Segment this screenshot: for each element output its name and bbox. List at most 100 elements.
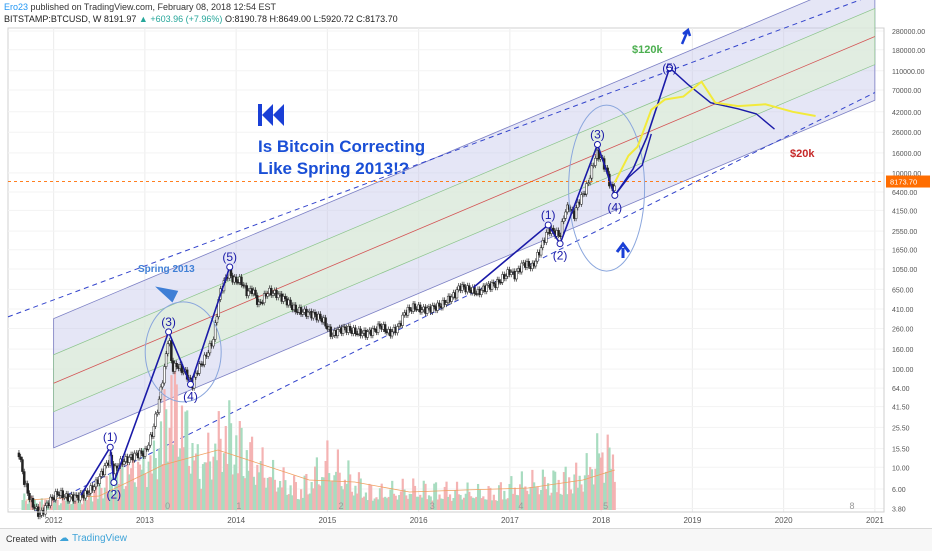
- volume-bar: [112, 494, 115, 510]
- candle-body: [198, 363, 201, 374]
- volume-bar: [210, 479, 213, 510]
- volume-bar: [215, 460, 219, 510]
- candle-body: [212, 339, 215, 347]
- volume-bar: [529, 487, 532, 510]
- volume-bar: [590, 469, 594, 510]
- volume-bar: [566, 494, 569, 510]
- volume-bar: [314, 466, 317, 510]
- tradingview-logo[interactable]: ☁ TradingView: [56, 533, 127, 544]
- volume-bar: [368, 483, 371, 510]
- volume-bar: [520, 471, 523, 510]
- volume-bar: [548, 495, 552, 510]
- wave-point: [106, 443, 114, 451]
- candle-body: [254, 289, 257, 296]
- rewind-icon: [258, 104, 284, 126]
- candle-body: [590, 165, 594, 179]
- candle-body: [301, 311, 305, 315]
- volume-bar: [138, 464, 142, 510]
- volume-bar: [515, 494, 518, 510]
- y-tick-label: 1650.00: [892, 248, 917, 255]
- volume-bar: [100, 487, 103, 510]
- volume-bar: [389, 489, 392, 510]
- candle-body: [86, 490, 89, 495]
- volume-bar: [235, 435, 238, 510]
- wave-label: (4): [607, 200, 622, 214]
- y-tick-label: 2550.00: [892, 229, 917, 236]
- volume-bar: [405, 495, 408, 510]
- y-tick-label: 6400.00: [892, 190, 917, 197]
- volume-bar: [317, 484, 320, 510]
- volume-bar: [145, 487, 149, 510]
- volume-bar: [219, 438, 222, 510]
- volume-bar: [522, 487, 525, 510]
- candle-body: [79, 492, 82, 501]
- candle-body: [208, 343, 212, 354]
- volume-bar: [422, 480, 425, 510]
- volume-bar: [277, 487, 280, 510]
- volume-bar: [161, 464, 164, 510]
- y-tick-label: 100.00: [892, 367, 914, 374]
- volume-bar: [198, 478, 201, 510]
- volume-bar: [382, 497, 385, 510]
- volume-bar: [280, 487, 283, 510]
- volume-bar: [303, 475, 306, 510]
- candle-body: [541, 240, 545, 248]
- candle-body: [348, 326, 352, 331]
- volume-bar: [119, 469, 122, 510]
- volume-bar: [322, 477, 325, 510]
- volume-bar: [415, 496, 418, 510]
- volume-bar: [506, 498, 509, 510]
- volume-bar: [114, 485, 117, 510]
- volume-bar: [599, 457, 602, 510]
- candle-body: [536, 252, 539, 262]
- volume-bar: [137, 461, 140, 510]
- cycle-label: 5: [603, 501, 608, 511]
- volume-bar: [289, 485, 292, 510]
- volume-bar: [126, 463, 129, 510]
- volume-bar: [217, 411, 220, 510]
- volume-bar: [196, 444, 199, 510]
- volume-bar: [391, 480, 394, 510]
- volume-bar: [410, 494, 413, 510]
- last-price-tag-label: 8173.70: [890, 178, 917, 187]
- volume-bar: [58, 505, 61, 510]
- candle-body: [128, 457, 131, 463]
- open-value: O:8190.78: [224, 14, 267, 24]
- volume-bar: [63, 500, 66, 510]
- volume-bar: [74, 499, 77, 510]
- x-tick-label: 2017: [501, 516, 519, 525]
- volume-bar: [177, 456, 180, 510]
- volume-bar: [109, 473, 112, 510]
- volume-bar: [84, 494, 87, 510]
- volume-bar: [331, 480, 334, 510]
- candle-body: [161, 382, 164, 388]
- wave-point: [611, 191, 619, 199]
- wave-label: (4): [183, 389, 198, 403]
- volume-bar: [519, 484, 522, 510]
- volume-bar: [328, 473, 331, 510]
- candle-body: [215, 316, 219, 323]
- volume-bar: [503, 490, 506, 510]
- volume-bar: [56, 500, 59, 510]
- volume-bar: [144, 473, 147, 510]
- volume-bar: [305, 473, 308, 510]
- volume-bar: [476, 483, 480, 510]
- forecast-path-blue: [669, 67, 775, 130]
- candle-body: [203, 354, 206, 365]
- volume-bar: [228, 400, 231, 510]
- volume-bar: [70, 504, 73, 510]
- volume-bar: [214, 443, 217, 510]
- volume-bar: [485, 499, 488, 510]
- volume-bar: [462, 497, 466, 510]
- volume-bar: [510, 476, 513, 510]
- author-name[interactable]: Ero23: [4, 2, 29, 12]
- volume-bar: [142, 448, 145, 510]
- publish-text: published on TradingView.com, February 0…: [30, 2, 277, 12]
- volume-bar: [555, 492, 559, 510]
- candle-body: [361, 333, 364, 337]
- volume-bar: [496, 500, 499, 510]
- candle-body: [206, 352, 210, 357]
- volume-bar: [540, 490, 543, 510]
- volume-bar: [52, 502, 56, 510]
- volume-bar: [499, 482, 502, 510]
